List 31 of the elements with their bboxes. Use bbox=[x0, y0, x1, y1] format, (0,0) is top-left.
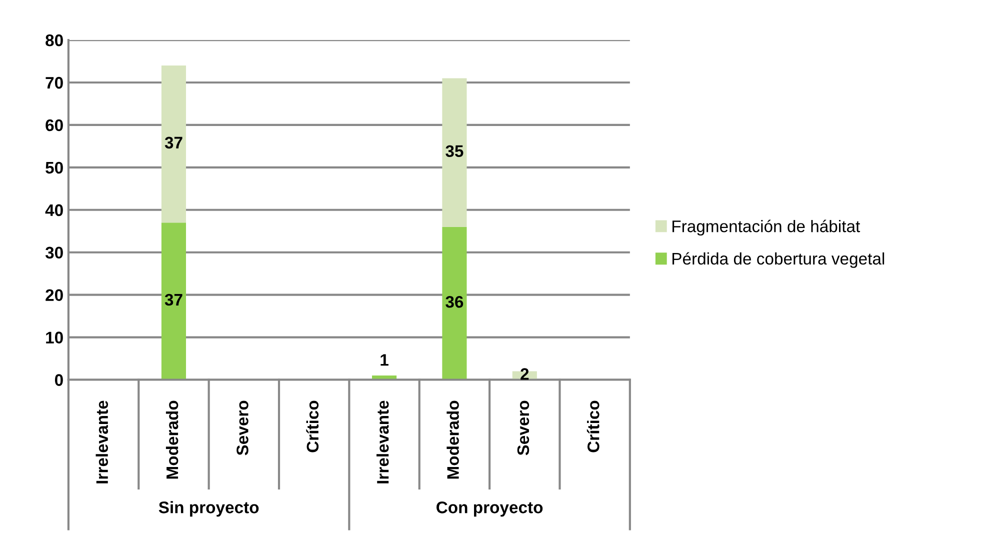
bar bbox=[161, 66, 186, 223]
bar bbox=[161, 222, 186, 380]
y-tick-label: 60 bbox=[46, 119, 63, 132]
bar bbox=[442, 78, 467, 227]
y-tick-label: 80 bbox=[46, 34, 63, 46]
x-tick-label: Irrelevante bbox=[376, 400, 389, 484]
y-tick-label: 30 bbox=[45, 246, 63, 259]
data-label: 2 bbox=[520, 368, 529, 380]
data-label: 37 bbox=[164, 294, 182, 306]
x-tick-label: Irrelevante bbox=[96, 400, 108, 484]
y-tick-label: 10 bbox=[46, 332, 63, 344]
y-tick-label: 20 bbox=[46, 289, 63, 302]
x-tick-label: Crítico bbox=[586, 400, 600, 452]
bar bbox=[442, 226, 467, 380]
legend-label: Fragmentación de hábitat bbox=[672, 220, 860, 236]
y-tick-label: 40 bbox=[45, 204, 63, 216]
x-tick-label: Moderado bbox=[166, 400, 178, 479]
text: Con proyecto bbox=[436, 502, 543, 517]
x-tick-label: Severo bbox=[236, 400, 248, 456]
data-label: 37 bbox=[164, 136, 182, 149]
y-tick-label: 0 bbox=[54, 374, 63, 386]
legend-label: Pérdida de cobertura vegetal bbox=[672, 252, 884, 268]
x-tick-label: Severo bbox=[517, 400, 530, 456]
data-label: 1 bbox=[380, 354, 388, 366]
x-tick-label: Crítico bbox=[306, 400, 319, 452]
data-label: 35 bbox=[446, 145, 464, 158]
text: Sin proyecto bbox=[158, 501, 259, 517]
x-tick-label: Moderado bbox=[446, 400, 459, 479]
y-tick-label: 70 bbox=[46, 76, 63, 89]
data-label: 36 bbox=[446, 296, 464, 308]
y-tick-label: 50 bbox=[46, 162, 63, 174]
